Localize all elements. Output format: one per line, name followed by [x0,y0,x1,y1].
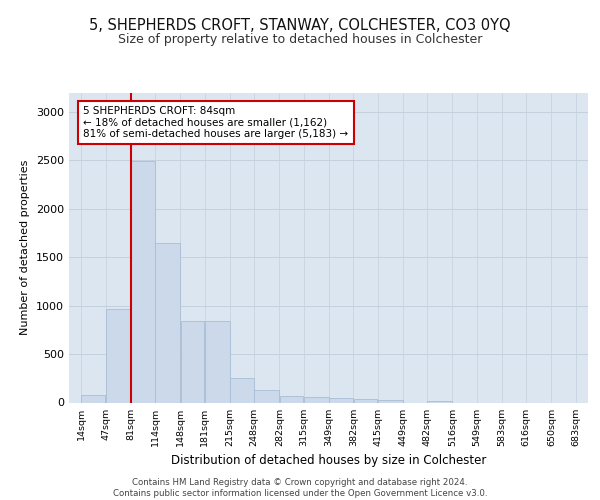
Bar [280,396,304,402]
Bar [106,308,130,402]
Bar [155,242,180,402]
Bar [230,378,254,402]
Text: 5 SHEPHERDS CROFT: 84sqm
← 18% of detached houses are smaller (1,162)
81% of sem: 5 SHEPHERDS CROFT: 84sqm ← 18% of detach… [83,106,349,139]
Y-axis label: Number of detached properties: Number of detached properties [20,160,31,335]
Bar [254,390,279,402]
Bar [378,400,403,402]
Text: 5, SHEPHERDS CROFT, STANWAY, COLCHESTER, CO3 0YQ: 5, SHEPHERDS CROFT, STANWAY, COLCHESTER,… [89,18,511,32]
Bar [205,321,230,402]
Bar [131,162,155,402]
X-axis label: Distribution of detached houses by size in Colchester: Distribution of detached houses by size … [171,454,486,467]
Bar [427,401,452,402]
Bar [304,396,329,402]
Bar [181,321,205,402]
Bar [82,395,106,402]
Bar [353,398,377,402]
Bar [329,398,353,402]
Text: Contains HM Land Registry data © Crown copyright and database right 2024.
Contai: Contains HM Land Registry data © Crown c… [113,478,487,498]
Text: Size of property relative to detached houses in Colchester: Size of property relative to detached ho… [118,32,482,46]
